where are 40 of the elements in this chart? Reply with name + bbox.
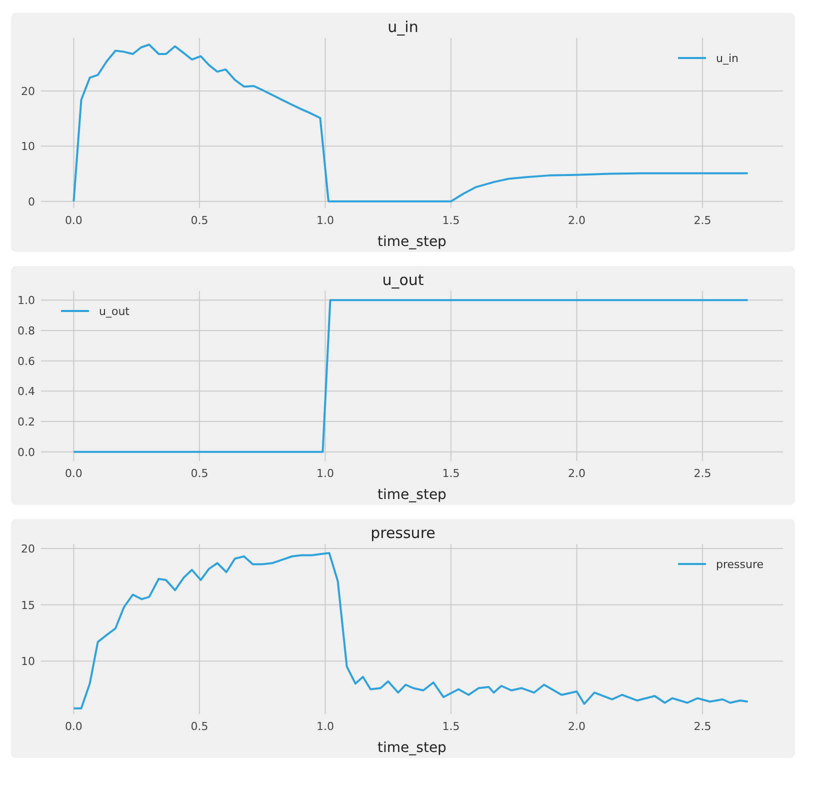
y-tick-label: 20 [21, 84, 35, 98]
y-tick-label: 10 [21, 655, 35, 668]
y-tick-label: 0 [28, 195, 35, 208]
y-tick-label: 0.0 [18, 446, 35, 459]
x-tick-label: 0.5 [190, 467, 208, 480]
x-tick-label: 2.0 [568, 214, 586, 227]
x-tick-label: 1.0 [316, 467, 334, 480]
x-axis-title: time_step [378, 740, 447, 756]
x-axis-title: time_step [378, 487, 447, 503]
x-tick-label: 1.0 [316, 720, 334, 733]
x-tick-label: 2.0 [568, 467, 586, 480]
x-tick-label: 2.5 [694, 720, 712, 733]
line-series [72, 44, 749, 202]
x-tick-label: 2.0 [568, 720, 586, 733]
x-tick-label: 0.5 [190, 214, 208, 227]
legend-label: u_out [99, 305, 130, 318]
legend-label: u_in [716, 52, 739, 65]
y-tick-label: 0.6 [18, 354, 35, 368]
y-tick-label: 0.4 [18, 385, 35, 398]
x-tick-label: 2.5 [694, 467, 712, 480]
y-tick-label: 15 [21, 598, 35, 612]
chart-title: u_out [382, 271, 424, 289]
x-axis-title: time_step [378, 234, 447, 250]
chart-title: pressure [370, 524, 436, 542]
x-tick-label: 0.0 [64, 214, 82, 227]
x-tick-label: 0.0 [64, 467, 82, 480]
y-tick-label: 0.8 [18, 324, 35, 338]
y-tick-label: 1.0 [18, 294, 35, 308]
x-tick-label: 2.5 [694, 214, 712, 227]
x-tick-label: 1.5 [442, 720, 460, 733]
x-tick-label: 0.5 [190, 720, 208, 733]
legend-label: pressure [716, 558, 764, 571]
y-tick-label: 0.2 [18, 416, 35, 429]
x-tick-label: 0.0 [64, 720, 82, 733]
y-tick-label: 20 [21, 542, 35, 556]
x-tick-label: 1.5 [442, 467, 460, 480]
y-tick-label: 10 [21, 140, 35, 154]
x-tick-label: 1.5 [442, 214, 460, 227]
x-tick-label: 1.0 [316, 214, 334, 227]
chart-title: u_in [388, 18, 418, 36]
